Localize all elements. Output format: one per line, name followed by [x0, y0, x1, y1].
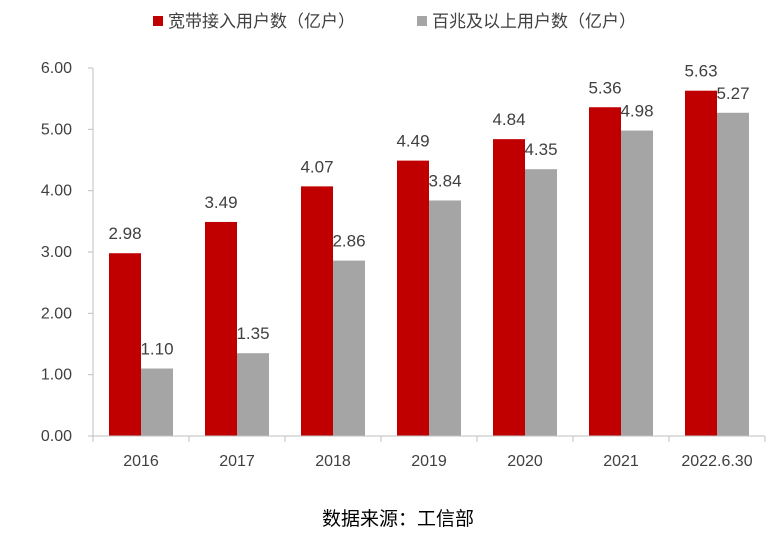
y-tick-label: 0.00 [41, 428, 72, 445]
bar-100m-2017 [237, 353, 269, 436]
bar-broadband-2017 [205, 221, 237, 436]
bar-100m-2021 [621, 130, 653, 436]
bars [109, 90, 749, 437]
data-label-100m-2022.6.30: 5.27 [716, 84, 749, 103]
bar-broadband-2021 [589, 107, 621, 437]
legend-swatch-100m [417, 16, 427, 26]
bar-100m-2020 [525, 169, 557, 436]
bar-100m-2018 [333, 260, 365, 436]
y-tick-label: 5.00 [41, 121, 72, 138]
bar-broadband-2018 [301, 186, 333, 436]
x-tick-label: 2021 [603, 453, 639, 470]
data-label-broadband-2018: 4.07 [300, 157, 333, 176]
y-axis-tick-labels: 0.00 1.00 2.00 3.00 4.00 5.00 6.00 [41, 60, 72, 445]
data-label-100m-2017: 1.35 [236, 324, 269, 343]
data-label-broadband-2016: 2.98 [108, 224, 141, 243]
legend: 宽带接入用户数（亿户） 百兆及以上用户数（亿户） [153, 12, 636, 32]
y-axis-tick-marks [88, 67, 93, 437]
data-label-broadband-2021: 5.36 [588, 78, 621, 97]
data-label-100m-2018: 2.86 [332, 232, 365, 251]
x-axis-tick-marks [92, 436, 766, 442]
legend-swatch-broadband [153, 16, 163, 26]
x-tick-label: 2017 [219, 453, 255, 470]
bar-broadband-2022.6.30 [685, 90, 717, 437]
x-tick-label: 2022.6.30 [681, 453, 752, 470]
y-tick-label: 3.00 [41, 244, 72, 261]
data-label-broadband-2019: 4.49 [396, 132, 429, 151]
bar-100m-2016 [141, 368, 173, 436]
data-label-broadband-2020: 4.84 [492, 110, 525, 129]
data-label-100m-2021: 4.98 [620, 102, 653, 121]
data-labels: 2.98 1.10 3.49 1.35 4.07 2.86 4.49 3.84 4.84 4.35… [108, 62, 749, 359]
bar-100m-2019 [429, 200, 461, 436]
data-label-broadband-2017: 3.49 [204, 193, 237, 212]
y-tick-label: 6.00 [41, 60, 72, 77]
legend-label-broadband: 宽带接入用户数（亿户） [168, 12, 355, 32]
legend-label-100m: 百兆及以上用户数（亿户） [432, 12, 636, 32]
x-tick-label: 2016 [123, 453, 159, 470]
bar-broadband-2020 [493, 139, 525, 436]
y-tick-label: 1.00 [41, 367, 72, 384]
x-axis-category-labels: 2016 2017 2018 2019 2020 2021 2022.6.30 [123, 453, 752, 470]
data-label-100m-2019: 3.84 [428, 171, 461, 190]
x-tick-label: 2019 [411, 453, 447, 470]
source-note: 数据来源：工信部 [322, 508, 474, 530]
bar-100m-2022.6.30 [717, 112, 749, 437]
data-label-100m-2016: 1.10 [140, 340, 173, 359]
y-tick-label: 2.00 [41, 305, 72, 322]
bar-broadband-2016 [109, 253, 141, 436]
x-tick-label: 2018 [315, 453, 351, 470]
y-tick-label: 4.00 [41, 183, 72, 200]
data-label-100m-2020: 4.35 [524, 140, 557, 159]
data-label-broadband-2022.6.30: 5.63 [684, 62, 717, 81]
x-tick-label: 2020 [507, 453, 543, 470]
bar-broadband-2019 [397, 160, 429, 436]
